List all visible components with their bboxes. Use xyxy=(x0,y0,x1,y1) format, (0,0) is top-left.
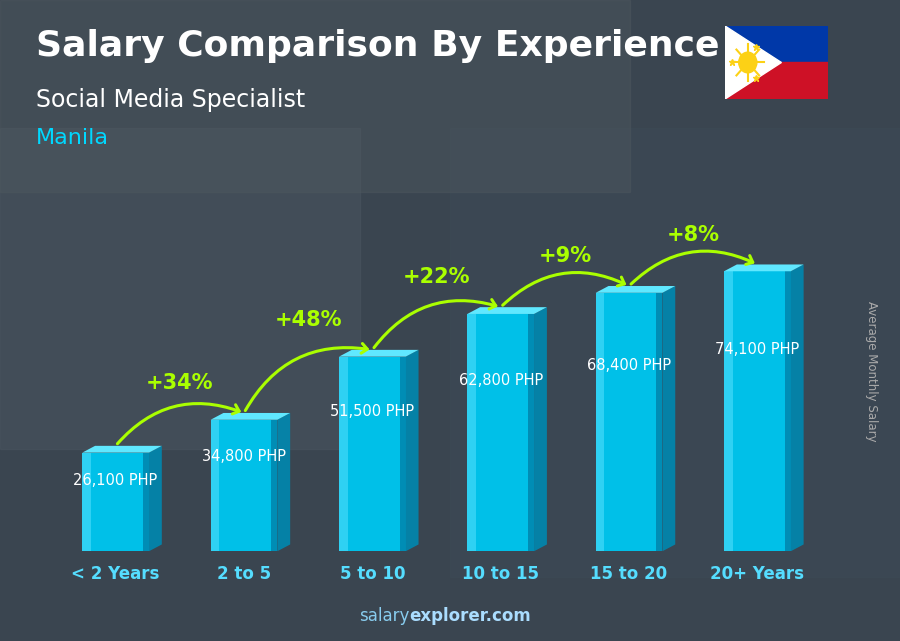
Bar xyxy=(724,271,733,551)
Text: Average Monthly Salary: Average Monthly Salary xyxy=(865,301,878,442)
Text: salary: salary xyxy=(359,607,410,625)
Bar xyxy=(0,0,630,192)
Polygon shape xyxy=(339,350,418,356)
Text: 68,400 PHP: 68,400 PHP xyxy=(587,358,671,372)
Text: Salary Comparison By Experience: Salary Comparison By Experience xyxy=(36,29,719,63)
Bar xyxy=(656,293,662,551)
Bar xyxy=(339,356,406,551)
Bar xyxy=(339,356,347,551)
Bar xyxy=(82,453,91,551)
Text: 74,100 PHP: 74,100 PHP xyxy=(716,342,799,357)
Text: +34%: +34% xyxy=(146,373,213,393)
Bar xyxy=(467,314,534,551)
Bar xyxy=(785,271,791,551)
Bar xyxy=(271,420,277,551)
Text: Social Media Specialist: Social Media Specialist xyxy=(36,88,305,112)
Bar xyxy=(400,356,406,551)
Bar xyxy=(467,314,476,551)
Bar xyxy=(211,420,220,551)
Polygon shape xyxy=(662,286,675,551)
Polygon shape xyxy=(724,265,804,271)
Polygon shape xyxy=(791,265,804,551)
Bar xyxy=(596,293,662,551)
Bar xyxy=(82,453,149,551)
Text: 34,800 PHP: 34,800 PHP xyxy=(202,449,286,464)
Bar xyxy=(0,128,360,449)
Text: 62,800 PHP: 62,800 PHP xyxy=(459,373,543,388)
Bar xyxy=(724,26,828,62)
Bar xyxy=(143,453,149,551)
Bar xyxy=(450,128,900,577)
Bar xyxy=(724,62,828,99)
Text: +22%: +22% xyxy=(403,267,471,287)
Polygon shape xyxy=(82,446,162,453)
Circle shape xyxy=(739,52,757,73)
Polygon shape xyxy=(724,26,781,99)
Text: 26,100 PHP: 26,100 PHP xyxy=(74,473,158,488)
Text: Manila: Manila xyxy=(36,128,109,148)
Bar xyxy=(528,314,534,551)
Bar xyxy=(596,293,604,551)
Text: 51,500 PHP: 51,500 PHP xyxy=(330,404,414,419)
Polygon shape xyxy=(211,413,290,420)
Polygon shape xyxy=(149,446,162,551)
Bar xyxy=(211,420,277,551)
Bar xyxy=(724,271,791,551)
Text: +48%: +48% xyxy=(274,310,342,330)
Polygon shape xyxy=(596,286,675,293)
Polygon shape xyxy=(277,413,290,551)
Text: +8%: +8% xyxy=(667,225,720,245)
Polygon shape xyxy=(467,307,547,314)
Polygon shape xyxy=(406,350,419,551)
Polygon shape xyxy=(534,307,547,551)
Text: +9%: +9% xyxy=(538,246,591,266)
Text: explorer.com: explorer.com xyxy=(410,607,531,625)
